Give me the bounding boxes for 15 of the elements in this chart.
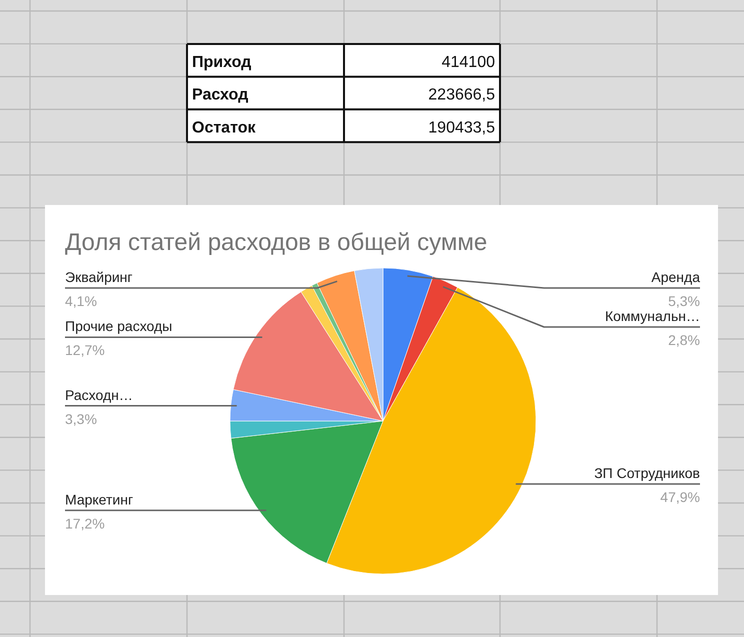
slice-label: Прочие расходы <box>65 318 172 334</box>
data-label: 3,3% <box>65 410 97 427</box>
data-label: 12,7% <box>65 342 105 358</box>
slice-label: Аренда <box>651 269 700 285</box>
data-label: 4,1% <box>65 293 97 309</box>
slice-label: Расходн… <box>65 386 133 403</box>
slice-label: Эквайринг <box>65 269 133 285</box>
data-label: 47,9% <box>660 489 700 506</box>
slice-label: Коммунальн… <box>604 308 700 324</box>
chart-title: Доля статей расходов в общей сумме <box>65 229 488 256</box>
data-label: 17,2% <box>65 515 105 532</box>
data-label: 2,8% <box>668 332 700 348</box>
data-label: 5,3% <box>668 293 700 309</box>
slice-label: ЗП Сотрудников <box>594 465 700 482</box>
slice-label: Маркетинг <box>65 491 134 508</box>
